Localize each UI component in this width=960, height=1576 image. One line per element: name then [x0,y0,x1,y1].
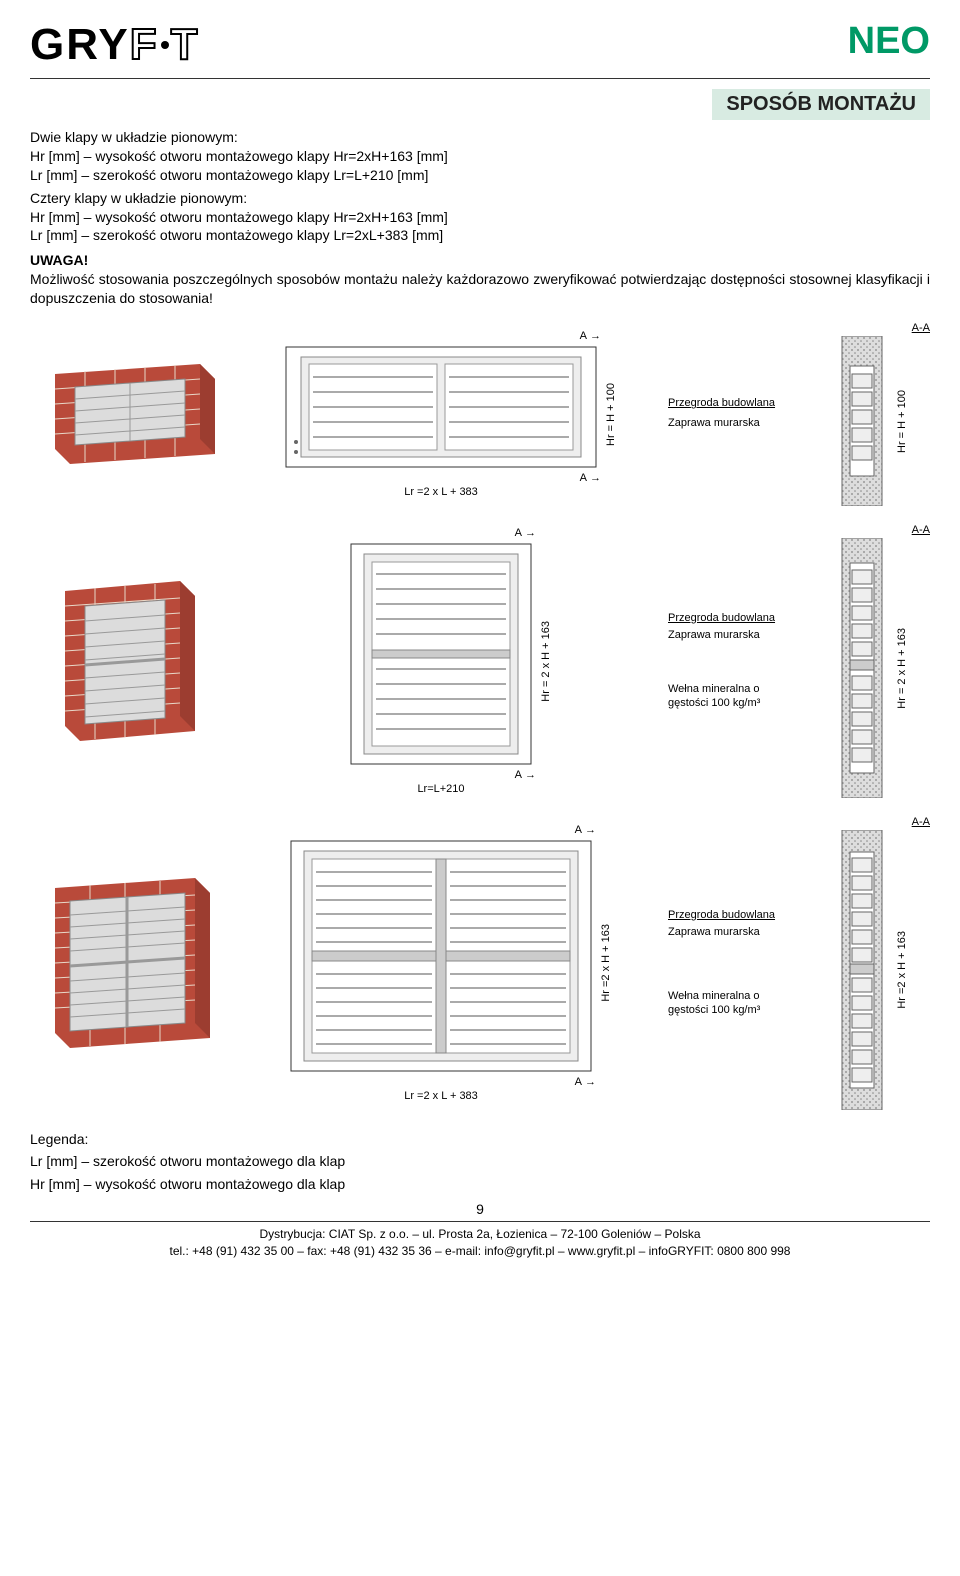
page-header: GRYFT NEO [30,20,930,70]
dim2-l: Lr=L+210 [417,783,464,795]
intro-block: Dwie klapy w układzie pionowym: Hr [mm] … [30,128,930,308]
annot2-zaprawa: Zaprawa murarska [668,629,798,643]
a-mark-top-3: A [575,824,582,836]
a-mark-top-1: A [580,330,587,342]
cross-section-1 [832,336,892,506]
a-mark-bot-3: A [575,1076,582,1088]
a-mark-bot-2: A [515,769,522,781]
annot1-przegroda: Przegroda budowlana [668,397,798,411]
intro-line2-title: Cztery klapy w układzie pionowym: [30,189,930,208]
legend-title: Legenda: [30,1128,930,1150]
front-view-1 [281,342,601,472]
annot2-przegroda: Przegroda budowlana [668,612,798,626]
cross-section-3 [832,830,892,1110]
product-name: NEO [848,20,930,63]
iso-view-1 [40,359,220,469]
annot3-welna: Wełna mineralna o gęstości 100 kg/m³ [668,990,798,1018]
dim1-h-sec: Hr = H + 100 [896,390,908,453]
dim2-h-sec: Hr = 2 x H + 163 [896,628,908,709]
header-divider [30,78,930,79]
intro-line2b: Lr [mm] – szerokość otworu montażowego k… [30,226,930,245]
diagram-row-1: A → [30,322,930,506]
aa-3: A-A [912,816,930,828]
logo-bold: GRY [30,20,130,70]
uwaga-text: Możliwość stosowania poszczególnych spos… [30,270,930,308]
aa-1: A-A [912,322,930,334]
uwaga-title: UWAGA! [30,251,930,270]
front-view-3 [286,836,596,1076]
legend-block: Legenda: Lr [mm] – szerokość otworu mont… [30,1128,930,1195]
dim3-l: Lr =2 x L + 383 [404,1090,478,1102]
brand-logo: GRYFT [30,20,200,70]
dim1-l: Lr =2 x L + 383 [404,486,478,498]
logo-light-f: F [130,20,159,70]
dim3-h-sec: Hr =2 x H + 163 [896,931,908,1009]
footer-line2: tel.: +48 (91) 432 35 00 – fax: +48 (91)… [30,1243,930,1260]
annot3-przegroda: Przegroda budowlana [668,909,798,923]
front-view-2 [346,539,536,769]
dim1-h: Hr = H + 100 [605,383,617,446]
annot2-welna: Wełna mineralna o gęstości 100 kg/m³ [668,683,798,711]
diagram-row-2: A → [30,524,930,798]
dim2-h: Hr = 2 x H + 163 [540,621,552,702]
iso-view-2 [50,576,210,746]
aa-2: A-A [912,524,930,536]
legend-l1: Lr [mm] – szerokość otworu montażowego d… [30,1150,930,1172]
intro-line1a: Hr [mm] – wysokość otworu montażowego kl… [30,147,930,166]
intro-line1b: Lr [mm] – szerokość otworu montażowego k… [30,166,930,185]
page-number: 9 [30,1201,930,1217]
diagram-row-3: A → [30,816,930,1110]
intro-line1-title: Dwie klapy w układzie pionowym: [30,128,930,147]
cross-section-2 [832,538,892,798]
annot1-zaprawa: Zaprawa murarska [668,417,798,431]
a-mark-top-2: A [515,527,522,539]
logo-light-t: T [171,20,200,70]
logo-dot-1 [161,41,169,49]
a-mark-bot-1: A [580,472,587,484]
section-title: SPOSÓB MONTAŻU [712,89,930,120]
footer: Dystrybucja: CIAT Sp. z o.o. – ul. Prost… [30,1222,930,1268]
annot3-zaprawa: Zaprawa murarska [668,926,798,940]
legend-l2: Hr [mm] – wysokość otworu montażowego dl… [30,1173,930,1195]
footer-line1: Dystrybucja: CIAT Sp. z o.o. – ul. Prost… [30,1226,930,1243]
iso-view-3 [40,873,220,1053]
dim3-h: Hr =2 x H + 163 [600,924,612,1002]
intro-line2a: Hr [mm] – wysokość otworu montażowego kl… [30,208,930,227]
